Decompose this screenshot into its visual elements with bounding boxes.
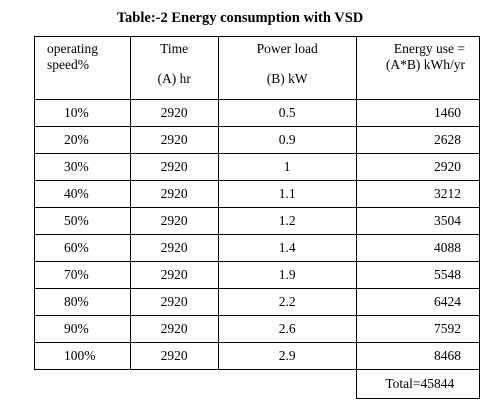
header-time: Time (A) hr	[129, 36, 219, 100]
cell-time: 2920	[129, 261, 219, 289]
total-blank-cell	[130, 370, 218, 399]
header-power-line2: (B) kW	[266, 71, 308, 86]
cell-power: 1.4	[217, 234, 357, 262]
total-blank-cell	[218, 369, 357, 399]
header-energy: Energy use = (A*B) kWh/yr	[355, 36, 480, 100]
table-row: 50% 2920 1.2 3504	[34, 207, 480, 235]
header-time-line2: (A) hr	[157, 71, 191, 86]
header-energy-line1: Energy use =	[393, 41, 465, 56]
cell-power: 2.2	[217, 288, 357, 316]
cell-power: 0.9	[217, 126, 357, 154]
table-row: 40% 2920 1.1 3212	[34, 180, 480, 208]
cell-energy: 3504	[355, 207, 480, 235]
table-title: Table:-2 Energy consumption with VSD	[116, 10, 364, 26]
cell-speed: 10%	[34, 99, 131, 127]
table-row: 60% 2920 1.4 4088	[34, 234, 480, 262]
table-row: 10% 2920 0.5 1460	[34, 99, 480, 127]
header-speed-line2: speed%	[47, 57, 89, 72]
table-row: 20% 2920 0.9 2628	[34, 126, 480, 154]
cell-energy: 2628	[355, 126, 480, 154]
cell-time: 2920	[129, 126, 219, 154]
cell-time: 2920	[129, 234, 219, 262]
table-row: 90% 2920 2.6 7592	[34, 315, 480, 343]
cell-energy: 2920	[355, 153, 480, 181]
cell-power: 0.5	[217, 99, 357, 127]
header-speed: operating speed%	[34, 36, 131, 100]
cell-speed: 30%	[34, 153, 131, 181]
cell-energy: 1460	[355, 99, 480, 127]
cell-energy: 5548	[355, 261, 480, 289]
cell-energy: 8468	[355, 342, 480, 370]
cell-power: 1	[217, 153, 357, 181]
cell-speed: 60%	[34, 234, 131, 262]
header-row: operating speed% Time (A) hr Power load …	[34, 36, 480, 100]
header-power-line1: Power load	[256, 41, 318, 56]
cell-speed: 20%	[34, 126, 131, 154]
total-value: Total=45844	[355, 369, 480, 399]
cell-time: 2920	[129, 153, 219, 181]
cell-power: 1.9	[217, 261, 357, 289]
cell-power: 1.1	[217, 180, 357, 208]
cell-energy: 4088	[355, 234, 480, 262]
cell-speed: 90%	[34, 315, 131, 343]
total-row: Total=45844	[35, 369, 480, 399]
cell-energy: 3212	[355, 180, 480, 208]
cell-speed: 50%	[34, 207, 131, 235]
cell-power: 2.6	[217, 315, 357, 343]
table-row: 80% 2920 2.2 6424	[34, 288, 480, 316]
table-row: 100% 2920 2.9 8468	[34, 342, 480, 370]
cell-speed: 100%	[34, 342, 131, 370]
cell-speed: 80%	[34, 288, 131, 316]
cell-time: 2920	[129, 180, 219, 208]
energy-table: operating speed% Time (A) hr Power load …	[34, 36, 480, 399]
cell-time: 2920	[129, 207, 219, 235]
cell-power: 2.9	[217, 342, 357, 370]
cell-time: 2920	[129, 342, 219, 370]
cell-time: 2920	[129, 99, 219, 127]
cell-speed: 40%	[34, 180, 131, 208]
total-blank-cell	[35, 370, 131, 399]
header-time-line1: Time	[160, 41, 189, 56]
cell-energy: 6424	[355, 288, 480, 316]
table-row: 70% 2920 1.9 5548	[34, 261, 480, 289]
header-speed-line1: operating	[47, 41, 98, 56]
table-row: 30% 2920 1 2920	[34, 153, 480, 181]
cell-time: 2920	[129, 288, 219, 316]
cell-energy: 7592	[355, 315, 480, 343]
cell-power: 1.2	[217, 207, 357, 235]
header-power: Power load (B) kW	[217, 36, 357, 100]
header-energy-line2: (A*B) kWh/yr	[385, 57, 465, 72]
cell-speed: 70%	[34, 261, 131, 289]
cell-time: 2920	[129, 315, 219, 343]
